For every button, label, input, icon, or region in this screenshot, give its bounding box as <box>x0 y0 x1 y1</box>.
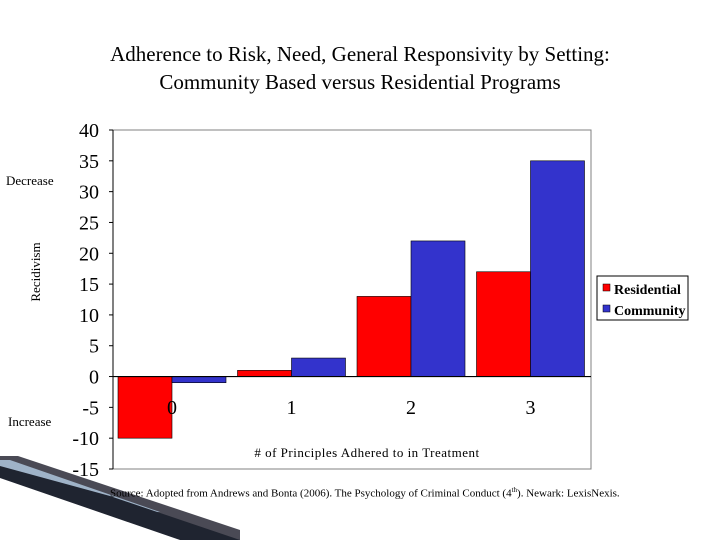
legend-label-residential: Residential <box>614 283 681 298</box>
decrease-label: Decrease <box>6 173 54 188</box>
source-prefix: Source: <box>110 487 144 500</box>
y-tick-label: -15 <box>72 459 99 481</box>
bar-residential-3 <box>476 271 531 377</box>
y-tick-label: 15 <box>79 274 99 296</box>
y-tick-label: 10 <box>79 305 99 327</box>
y-tick-label: 20 <box>79 243 99 265</box>
legend-label-community: Community <box>614 304 686 319</box>
legend-swatch-community <box>602 304 611 313</box>
x-tick-label: 1 <box>287 397 297 419</box>
corner-decoration-light <box>0 460 160 512</box>
corner-decoration-dark <box>0 456 240 540</box>
y-tick-label: 40 <box>79 120 99 142</box>
x-axis-title: # of Principles Adhered to in Treatment <box>254 445 479 460</box>
y-tick-label: -10 <box>72 428 99 450</box>
source-text: Adopted from Andrews and Bonta (2006). T… <box>145 487 512 500</box>
y-tick-label: -5 <box>82 397 99 419</box>
y-tick-label: 30 <box>79 182 99 204</box>
corner-decoration-shadow <box>0 466 240 540</box>
bar-residential-1 <box>237 370 292 377</box>
y-tick-label: 5 <box>89 336 99 358</box>
bar-residential-0 <box>117 376 173 439</box>
chart-title: Adherence to Risk, Need, General Respons… <box>0 40 720 96</box>
bar-community-0 <box>171 376 227 384</box>
x-tick-label: 0 <box>167 397 177 419</box>
chart-title-line-1: Adherence to Risk, Need, General Respons… <box>110 42 610 66</box>
y-axis-title: Recidivism <box>28 242 43 301</box>
increase-label: Increase <box>8 414 52 429</box>
source-citation: Source: Adopted from Andrews and Bonta (… <box>110 486 710 500</box>
y-tick-label: 35 <box>79 151 99 173</box>
y-tick-label: 25 <box>79 212 99 234</box>
bar-community-3 <box>530 160 585 377</box>
legend-box <box>596 275 689 321</box>
chart-title-line-2: Community Based versus Residential Progr… <box>159 70 561 94</box>
bar-community-2 <box>410 240 466 377</box>
source-sup: th <box>511 486 518 494</box>
y-tick-label: 0 <box>89 367 99 389</box>
source-suffix: ). Newark: LexisNexis. <box>517 487 620 500</box>
legend-swatch-residential <box>602 283 611 292</box>
x-tick-label: 2 <box>406 397 416 419</box>
bar-residential-2 <box>356 296 412 377</box>
x-tick-label: 3 <box>526 397 536 419</box>
bar-community-1 <box>291 357 346 377</box>
